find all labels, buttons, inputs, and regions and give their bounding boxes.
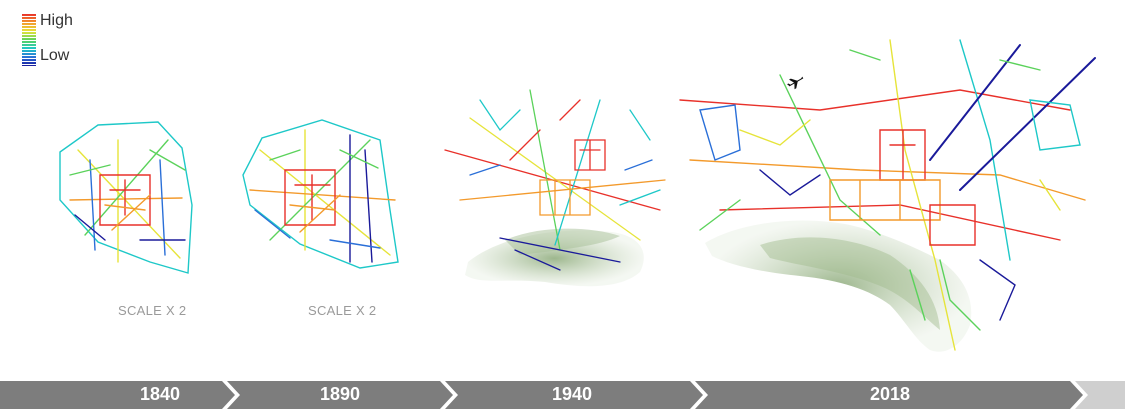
era-label-2018: 2018 bbox=[869, 384, 911, 404]
timeline-segment-2018 bbox=[695, 381, 1083, 409]
street-network-maps bbox=[59, 39, 1096, 352]
network-1890 bbox=[242, 119, 399, 269]
legend-low-label: Low bbox=[40, 47, 70, 64]
legend-color-scale bbox=[22, 14, 36, 66]
timeline-segment-1890 bbox=[227, 381, 453, 409]
scale-note-1890: SCALE X 2 bbox=[308, 303, 377, 318]
era-label-1890: 1890 bbox=[319, 384, 361, 404]
legend: High Low bbox=[22, 10, 102, 70]
timeline-segment-1940 bbox=[445, 381, 703, 409]
legend-high-label: High bbox=[40, 12, 73, 29]
terrain-1940 bbox=[465, 228, 644, 287]
timeline-segment-end bbox=[1075, 381, 1125, 409]
era-label-1840: 1840 bbox=[139, 384, 181, 404]
network-2018 bbox=[679, 39, 1096, 351]
network-1940 bbox=[444, 89, 666, 271]
terrain-2018 bbox=[705, 220, 972, 352]
era-label-1940: 1940 bbox=[551, 384, 593, 404]
network-1840 bbox=[59, 121, 193, 274]
airplane-icon bbox=[787, 76, 804, 90]
scale-note-1840: SCALE X 2 bbox=[118, 303, 187, 318]
timeline-bar bbox=[0, 381, 1125, 409]
timeline-segment-1840 bbox=[0, 381, 235, 409]
